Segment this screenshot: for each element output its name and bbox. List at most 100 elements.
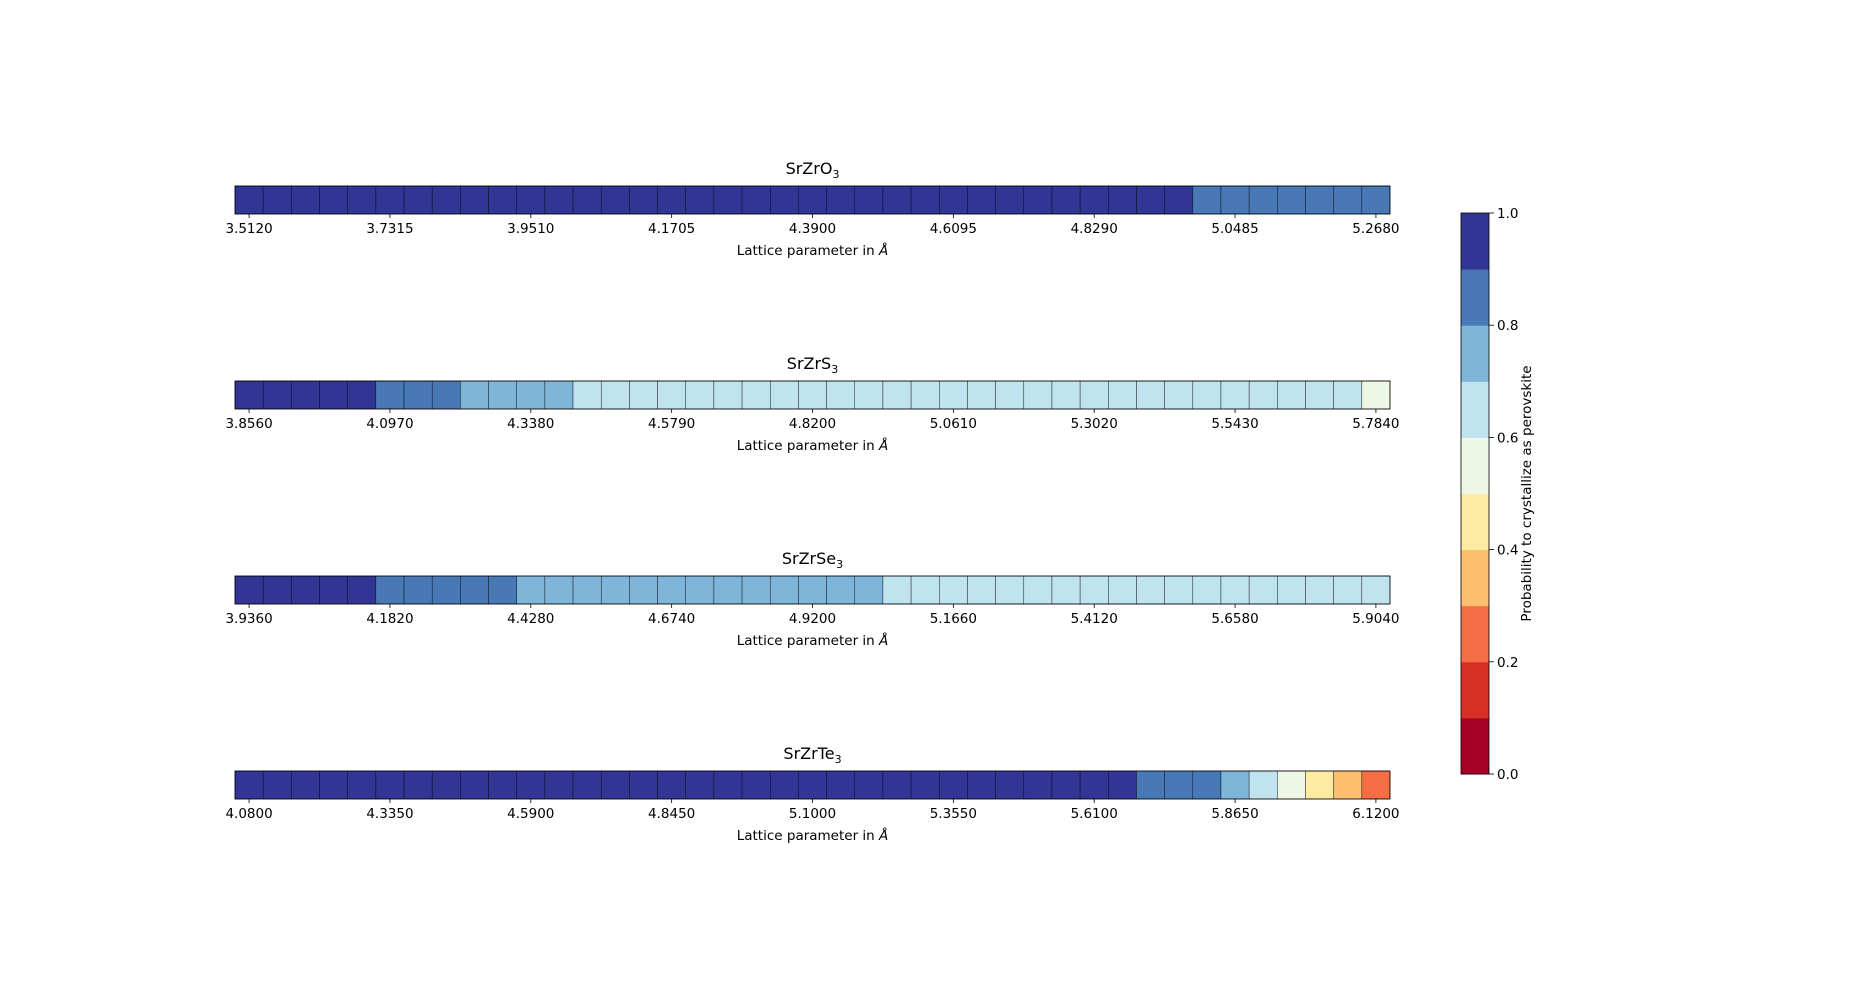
panel-title: SrZrTe3 <box>783 744 841 766</box>
heatmap-cell <box>319 185 348 215</box>
heatmap-cell <box>1108 575 1137 605</box>
x-axis-label: Lattice parameter in Å <box>737 437 889 454</box>
x-tick-label: 5.3020 <box>1071 416 1118 432</box>
heatmap-cell <box>910 575 940 605</box>
heatmap-cell <box>262 575 292 605</box>
heatmap-cell <box>1192 185 1222 215</box>
heatmap-panel: SrZrSe3 3.9360 4.1820 4.4280 4.6740 4.9200 5.1… <box>225 549 1399 649</box>
heatmap-cell <box>967 185 996 215</box>
heatmap-cell <box>431 185 461 215</box>
heatmap-cell <box>1305 770 1334 800</box>
x-tick-label: 4.3380 <box>507 416 554 432</box>
x-tick-label: 5.5430 <box>1211 416 1258 432</box>
heatmap-cell <box>882 770 912 800</box>
heatmap-cell <box>1220 770 1250 800</box>
x-tick-label: 5.3550 <box>930 806 977 822</box>
heatmap-cell <box>769 770 799 800</box>
heatmap-cell <box>403 770 433 800</box>
heatmap-cell <box>741 770 771 800</box>
heatmap-cell <box>262 770 292 800</box>
colorbar-segment <box>1461 381 1489 438</box>
heatmap-cell <box>460 770 489 800</box>
heatmap-cell <box>516 185 546 215</box>
heatmap-cell <box>713 770 743 800</box>
heatmap-cell <box>319 380 348 410</box>
x-tick-label: 5.7840 <box>1352 416 1399 432</box>
heatmap-cell <box>995 380 1025 410</box>
heatmap-cell <box>431 770 461 800</box>
heatmap-cell <box>488 185 517 215</box>
x-tick-label: 5.9040 <box>1352 611 1399 627</box>
heatmap-cell <box>1333 770 1363 800</box>
heatmap-cell <box>967 770 996 800</box>
heatmap-cell <box>544 185 574 215</box>
x-tick-label: 5.1660 <box>930 611 977 627</box>
heatmap-cell <box>544 770 574 800</box>
heatmap-cell <box>262 380 292 410</box>
heatmap-cell <box>291 575 320 605</box>
heatmap-cell <box>629 770 658 800</box>
heatmap-cell <box>347 770 377 800</box>
colorbar-segment <box>1461 325 1489 382</box>
heatmap-cell <box>1305 185 1334 215</box>
colorbar-tick-label: 0.6 <box>1497 430 1518 446</box>
heatmap-cell <box>488 575 517 605</box>
heatmap-cell <box>826 185 856 215</box>
colorbar-label: Probability to crystallize as perovskite <box>1519 365 1535 621</box>
heatmap-cell <box>1108 380 1137 410</box>
panel-title: SrZrS3 <box>787 354 838 376</box>
heatmap-cell <box>1079 380 1109 410</box>
x-tick-label: 4.9200 <box>789 611 836 627</box>
heatmap-cell <box>741 185 771 215</box>
heatmap-cell <box>685 575 715 605</box>
x-tick-label: 3.5120 <box>225 221 272 237</box>
heatmap-cell <box>1051 575 1081 605</box>
heatmap-cell <box>910 770 940 800</box>
heatmap-cell <box>1277 575 1306 605</box>
heatmap-cell <box>347 185 377 215</box>
heatmap-cell <box>572 380 602 410</box>
heatmap-cell <box>431 380 461 410</box>
heatmap-cell <box>713 380 743 410</box>
heatmap-cell <box>854 185 884 215</box>
heatmap-cell <box>600 380 630 410</box>
x-tick-label: 4.1820 <box>366 611 413 627</box>
heatmap-cell <box>1333 575 1363 605</box>
heatmap-cell <box>1192 770 1222 800</box>
x-tick-label: 5.6100 <box>1071 806 1118 822</box>
heatmap-cell <box>234 380 264 410</box>
heatmap-cell <box>1248 770 1278 800</box>
heatmap-panel: SrZrO3 3.5120 3.7315 3.9510 4.1705 4.3900 4.60… <box>225 159 1399 259</box>
heatmap-cell <box>572 185 602 215</box>
panel-title: SrZrSe3 <box>782 549 843 571</box>
colorbar-segment <box>1461 661 1489 719</box>
heatmap-cell <box>600 575 630 605</box>
heatmap-cell <box>1164 770 1194 800</box>
heatmap-cell <box>882 185 912 215</box>
heatmap-cell <box>1248 380 1278 410</box>
heatmap-cell <box>713 575 743 605</box>
heatmap-cell <box>431 575 461 605</box>
heatmap-cell <box>882 380 912 410</box>
heatmap-cell <box>939 380 968 410</box>
colorbar-segment <box>1461 269 1489 326</box>
heatmap-cell <box>347 575 377 605</box>
heatmap-cell <box>262 185 292 215</box>
x-tick-label: 4.3900 <box>789 221 836 237</box>
heatmap-cell <box>1192 380 1222 410</box>
heatmap-cell <box>1305 575 1334 605</box>
heatmap-cell <box>826 770 856 800</box>
x-tick-label: 5.1000 <box>789 806 836 822</box>
colorbar-tick-label: 0.0 <box>1497 767 1518 783</box>
heatmap-cell <box>910 185 940 215</box>
x-tick-label: 4.8200 <box>789 416 836 432</box>
x-tick-label: 3.9360 <box>225 611 272 627</box>
x-tick-label: 4.8450 <box>648 806 695 822</box>
heatmap-cell <box>1136 575 1165 605</box>
heatmap-cell <box>544 380 574 410</box>
x-tick-label: 5.4120 <box>1071 611 1118 627</box>
heatmap-cell <box>995 575 1025 605</box>
heatmap-cell <box>995 770 1025 800</box>
colorbar-tick-label: 0.8 <box>1497 318 1518 334</box>
